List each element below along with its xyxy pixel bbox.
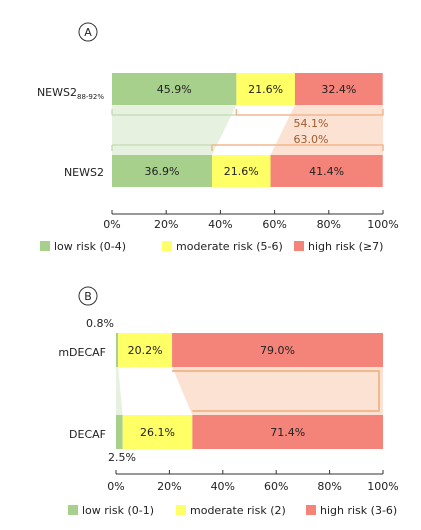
category-name: NEWS2 bbox=[64, 166, 104, 179]
data-label: 32.4% bbox=[321, 83, 356, 96]
data-label: 71.4% bbox=[270, 426, 305, 439]
low-risk-band bbox=[112, 105, 237, 155]
annotation-bottom: 63.0% bbox=[294, 133, 329, 146]
bar-news2-moderate bbox=[211, 155, 271, 187]
x-tick-label: 20% bbox=[154, 218, 178, 231]
bar-decaf-moderate bbox=[122, 415, 193, 449]
panel-a: A54.1%63.0%45.9% 21.6% 32.4%NEWS288-92%36.… bbox=[37, 22, 399, 253]
bar-mdecaf-moderate bbox=[118, 333, 173, 367]
panel-b: B 0.8% 20.2% 79.0% mDECAF 2.5% 26.1% 71.4% DECAF… bbox=[58, 286, 399, 517]
bar-decaf-low bbox=[116, 415, 123, 449]
x-tick-label: 0% bbox=[103, 218, 120, 231]
high-bracket-bottom bbox=[211, 144, 384, 151]
bar-news2-high bbox=[270, 155, 383, 187]
legend-label: low risk (0-1) bbox=[82, 504, 154, 517]
legend-label: high risk (3-6) bbox=[320, 504, 397, 517]
x-tick-label: 40% bbox=[211, 480, 235, 493]
data-label: 79.0% bbox=[260, 344, 295, 357]
data-label: 2.5% bbox=[108, 451, 136, 464]
high-band-outline bbox=[172, 370, 380, 412]
bar-news2-low bbox=[112, 155, 212, 187]
category-label: NEWS2 bbox=[64, 166, 104, 179]
data-label: 21.6% bbox=[224, 165, 259, 178]
bar-news2-moderate bbox=[236, 73, 295, 105]
x-tick-label: 100% bbox=[367, 480, 398, 493]
legend-label: low risk (0-4) bbox=[54, 240, 126, 253]
panel-label: A bbox=[84, 26, 92, 39]
category-name: NEWS2 bbox=[37, 86, 77, 99]
legend-swatch bbox=[176, 505, 186, 515]
panel-label: B bbox=[84, 290, 92, 303]
bar-news2-high bbox=[294, 73, 383, 105]
category-label: DECAF bbox=[69, 428, 106, 441]
category-subscript: 88-92% bbox=[77, 93, 104, 101]
bar-decaf-high bbox=[192, 415, 383, 449]
x-tick-label: 20% bbox=[157, 480, 181, 493]
legend-swatch bbox=[68, 505, 78, 515]
data-label: 0.8% bbox=[86, 317, 114, 330]
panel-label-circle bbox=[78, 22, 98, 42]
legend-swatch bbox=[294, 241, 304, 251]
x-tick-label: 60% bbox=[262, 218, 286, 231]
x-tick-label: 80% bbox=[317, 218, 341, 231]
bar-news2-low bbox=[112, 73, 237, 105]
category-name: DECAF bbox=[69, 428, 106, 441]
high-risk-band bbox=[172, 367, 383, 415]
bar-mdecaf-low bbox=[116, 333, 119, 367]
category-label: mDECAF bbox=[58, 346, 106, 359]
category-name: mDECAF bbox=[58, 346, 106, 359]
category-label: NEWS288-92% bbox=[37, 86, 104, 101]
data-label: 20.2% bbox=[128, 344, 163, 357]
high-risk-band bbox=[270, 105, 383, 155]
annotation-top: 54.1% bbox=[294, 117, 329, 130]
legend-label: moderate risk (5-6) bbox=[176, 240, 283, 253]
data-label: 26.1% bbox=[140, 426, 175, 439]
data-label: 45.9% bbox=[157, 83, 192, 96]
x-tick-label: 80% bbox=[317, 480, 341, 493]
data-label: 41.4% bbox=[309, 165, 344, 178]
x-tick-label: 60% bbox=[264, 480, 288, 493]
legend-label: high risk (≥7) bbox=[308, 240, 383, 253]
x-tick-label: 0% bbox=[107, 480, 124, 493]
panel-label-circle bbox=[78, 286, 98, 306]
data-label: 21.6% bbox=[248, 83, 283, 96]
legend-swatch bbox=[40, 241, 50, 251]
high-bracket-top bbox=[235, 109, 384, 116]
legend-label: moderate risk (2) bbox=[190, 504, 286, 517]
low-risk-band bbox=[116, 367, 123, 415]
legend-swatch bbox=[306, 505, 316, 515]
x-tick-label: 40% bbox=[208, 218, 232, 231]
data-label: 36.9% bbox=[145, 165, 180, 178]
x-tick-label: 100% bbox=[367, 218, 398, 231]
legend-swatch bbox=[162, 241, 172, 251]
bar-mdecaf-high bbox=[172, 333, 383, 367]
